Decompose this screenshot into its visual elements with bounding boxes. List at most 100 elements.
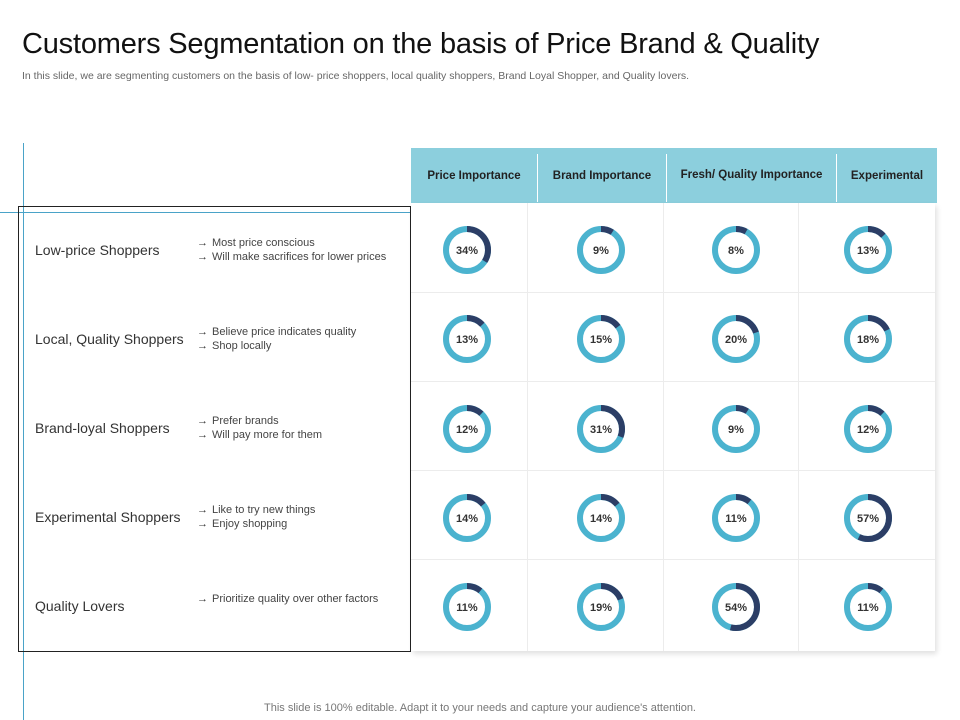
grid-line [411,559,935,560]
donut-label: 15% [590,334,612,346]
trait-item: → Believe price indicates quality [197,326,357,338]
donut-chart: 54% [712,583,760,631]
trait-item: → Prioritize quality over other factors [197,593,379,605]
segment-traits: → Prefer brands → Will pay more for them [197,414,322,442]
donut-label: 18% [857,334,879,346]
donut-value-arc [844,494,892,542]
accent-horizontal-line [0,212,430,213]
arrow-right-icon: → [197,593,208,605]
trait-item: → Most price conscious [197,237,315,249]
trait-item: → Will pay more for them [197,429,323,441]
grid-line [411,381,935,382]
donut-chart: 31% [577,405,625,453]
column-header-price: Price Importance [427,169,521,182]
trait-item: → Like to try new things [197,504,316,516]
arrow-right-icon: → [197,429,208,441]
donut-chart: 8% [712,226,760,274]
column-header-brand: Brand Importance [552,169,652,182]
donut-value-arc [712,226,760,274]
donut-label: 31% [590,424,612,436]
donut-label: 13% [857,245,879,257]
segment-row-experimental: Experimental Shoppers → Like to try new t… [19,474,412,563]
header-divider [537,154,538,202]
donut-value-arc [577,226,625,274]
donut-grid: 34% 9% 8% 13% 13% 15% 20% 18% 12% 31% 9% 12% 14% 14% 1… [411,203,935,651]
segment-traits: → Like to try new things → Enjoy shopping [197,503,315,531]
donut-label: 9% [728,424,744,436]
donut-value-arc [443,405,491,453]
donut-chart: 9% [577,226,625,274]
donut-chart: 11% [443,583,491,631]
segment-name: Brand-loyal Shoppers [35,420,170,436]
arrow-right-icon: → [197,251,208,263]
slide-subtitle: In this slide, we are segmenting custome… [22,70,690,82]
donut-label: 20% [725,334,747,346]
donut-chart: 19% [577,583,625,631]
donut-label: 11% [456,602,478,614]
donut-value-arc [844,405,892,453]
donut-value-arc [844,315,892,363]
donut-chart: 20% [712,315,760,363]
donut-label: 19% [590,602,612,614]
accent-vertical-line [23,143,24,720]
slide-footer: This slide is 100% editable. Adapt it to… [264,702,696,714]
donut-label: 34% [456,245,478,257]
column-header-experimental: Experimental [850,169,924,182]
donut-label: 12% [857,424,879,436]
trait-item: → Enjoy shopping [197,518,288,530]
segment-traits: → Most price conscious → Will make sacrifi… [197,236,386,264]
donut-chart: 14% [443,494,491,542]
donut-value-arc [577,583,625,631]
donut-label: 14% [590,513,612,525]
column-header-bar: Price Importance Brand Importance Fresh/… [411,148,937,203]
donut-value-arc [577,405,625,453]
slide-title: Customers Segmentation on the basis of P… [22,28,820,60]
donut-value-arc [443,315,491,363]
donut-value-arc [712,315,760,363]
grid-line [411,292,935,293]
donut-chart: 13% [844,226,892,274]
segment-row-local-quality: Local, Quality Shoppers → Believe price i… [19,296,412,385]
donut-label: 12% [456,424,478,436]
donut-chart: 11% [844,583,892,631]
arrow-right-icon: → [197,504,208,516]
donut-chart: 34% [443,226,491,274]
arrow-right-icon: → [197,237,208,249]
donut-label: 11% [857,602,879,614]
donut-chart: 15% [577,315,625,363]
segment-name: Low-price Shoppers [35,242,160,258]
donut-chart: 12% [844,405,892,453]
donut-label: 57% [857,513,879,525]
donut-value-arc [443,226,491,274]
arrow-right-icon: → [197,415,208,427]
segment-row-low-price: Low-price Shoppers → Most price conscious… [19,207,412,296]
donut-label: 8% [728,245,744,257]
donut-value-arc [844,583,892,631]
donut-chart: 9% [712,405,760,453]
donut-label: 14% [456,513,478,525]
trait-item: → Will make sacrifices for lower prices [197,251,387,263]
segment-name: Experimental Shoppers [35,509,181,525]
grid-line [411,470,935,471]
donut-value-arc [712,405,760,453]
donut-value-arc [443,583,491,631]
donut-label: 13% [456,334,478,346]
donut-chart: 11% [712,494,760,542]
header-divider [666,154,667,202]
donut-value-arc [443,494,491,542]
donut-chart: 57% [844,494,892,542]
donut-chart: 18% [844,315,892,363]
donut-chart: 13% [443,315,491,363]
segment-name: Quality Lovers [35,598,125,614]
segments-panel: Low-price Shoppers → Most price conscious… [18,206,411,652]
segment-row-quality-lovers: Quality Lovers → Prioritize quality over … [19,563,412,652]
arrow-right-icon: → [197,326,208,338]
arrow-right-icon: → [197,340,208,352]
grid-line [527,203,528,651]
donut-label: 11% [725,513,747,525]
donut-chart: 12% [443,405,491,453]
donut-value-arc [712,494,760,542]
donut-value-arc [577,494,625,542]
column-header-quality: Fresh/ Quality Importance [680,168,823,181]
arrow-right-icon: → [197,518,208,530]
